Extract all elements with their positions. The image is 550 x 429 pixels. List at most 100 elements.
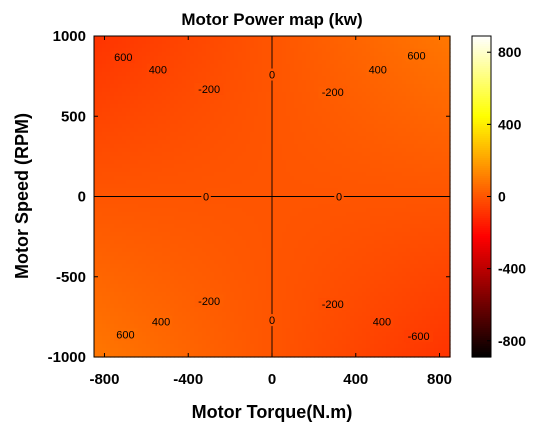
heatmap-cell (338, 44, 343, 49)
heatmap-cell (222, 72, 227, 77)
heatmap-cell (238, 56, 243, 61)
heatmap-cell (286, 96, 291, 101)
heatmap-cell (114, 136, 119, 141)
heatmap-cell (286, 80, 291, 85)
heatmap-cell (330, 96, 335, 101)
heatmap-cell (118, 176, 123, 181)
heatmap-cell (114, 200, 119, 205)
heatmap-cell (414, 176, 419, 181)
heatmap-cell (382, 208, 387, 213)
heatmap-cell (366, 248, 371, 253)
heatmap-cell (294, 236, 299, 241)
heatmap-cell (330, 196, 335, 201)
heatmap-cell (398, 228, 403, 233)
heatmap-cell (310, 92, 315, 97)
heatmap-cell (190, 120, 195, 125)
heatmap-cell (198, 200, 203, 205)
heatmap-cell (318, 76, 323, 81)
heatmap-cell (366, 60, 371, 65)
heatmap-cell (190, 156, 195, 161)
heatmap-cell (394, 68, 399, 73)
heatmap-cell (434, 88, 439, 93)
heatmap-cell (94, 40, 99, 45)
heatmap-cell (222, 128, 227, 133)
heatmap-cell (238, 220, 243, 225)
heatmap-cell (402, 52, 407, 57)
heatmap-cell (434, 212, 439, 217)
heatmap-cell (322, 44, 327, 49)
heatmap-cell (202, 100, 207, 105)
heatmap-cell (278, 92, 283, 97)
heatmap-cell (178, 252, 183, 257)
heatmap-cell (374, 136, 379, 141)
heatmap-cell (434, 216, 439, 221)
heatmap-cell (98, 176, 103, 181)
heatmap-cell (190, 76, 195, 81)
heatmap-cell (202, 232, 207, 237)
heatmap-cell (378, 48, 383, 53)
heatmap-cell (246, 172, 251, 177)
heatmap-cell (118, 236, 123, 241)
heatmap-cell (434, 132, 439, 137)
heatmap-cell (102, 200, 107, 205)
heatmap-cell (382, 176, 387, 181)
heatmap-cell (334, 180, 339, 185)
heatmap-cell (390, 192, 395, 197)
heatmap-cell (114, 156, 119, 161)
heatmap-cell (426, 76, 431, 81)
heatmap-cell (286, 116, 291, 121)
heatmap-cell (398, 48, 403, 53)
heatmap-cell (366, 92, 371, 97)
heatmap-cell (98, 164, 103, 169)
heatmap-cell (354, 216, 359, 221)
heatmap-cell (318, 52, 323, 57)
heatmap-cell (238, 36, 243, 41)
heatmap-cell (246, 76, 251, 81)
heatmap-cell (302, 108, 307, 113)
heatmap-cell (218, 112, 223, 117)
heatmap-cell (122, 192, 127, 197)
heatmap-cell (322, 216, 327, 221)
heatmap-cell (354, 80, 359, 85)
heatmap-cell (262, 136, 267, 141)
heatmap-cell (102, 160, 107, 165)
heatmap-cell (218, 184, 223, 189)
heatmap-cell (170, 200, 175, 205)
heatmap-cell (422, 60, 427, 65)
heatmap-cell (358, 208, 363, 213)
heatmap-cell (166, 96, 171, 101)
heatmap-cell (258, 176, 263, 181)
heatmap-cell (398, 104, 403, 109)
heatmap-cell (446, 196, 451, 201)
heatmap-cell (206, 228, 211, 233)
heatmap-cell (206, 72, 211, 77)
heatmap-cell (406, 96, 411, 101)
heatmap-cell (426, 72, 431, 77)
heatmap-cell (166, 60, 171, 65)
heatmap-cell (94, 72, 99, 77)
heatmap-cell (226, 56, 231, 61)
heatmap-cell (186, 204, 191, 209)
heatmap-cell (330, 40, 335, 45)
heatmap-cell (234, 184, 239, 189)
heatmap-cell (182, 196, 187, 201)
heatmap-cell (122, 116, 127, 121)
heatmap-cell (418, 160, 423, 165)
heatmap-cell (426, 140, 431, 145)
heatmap-cell (414, 128, 419, 133)
heatmap-cell (234, 116, 239, 121)
heatmap-cell (150, 224, 155, 229)
heatmap-cell (434, 232, 439, 237)
heatmap-cell (406, 256, 411, 261)
heatmap-cell (442, 240, 447, 245)
heatmap-cell (226, 48, 231, 53)
heatmap-cell (182, 212, 187, 217)
heatmap-cell (290, 124, 295, 129)
heatmap-cell (378, 220, 383, 225)
heatmap-cell (238, 52, 243, 57)
heatmap-cell (158, 48, 163, 53)
heatmap-cell (294, 156, 299, 161)
heatmap-cell (306, 52, 311, 57)
heatmap-cell (434, 200, 439, 205)
heatmap-cell (326, 240, 331, 245)
